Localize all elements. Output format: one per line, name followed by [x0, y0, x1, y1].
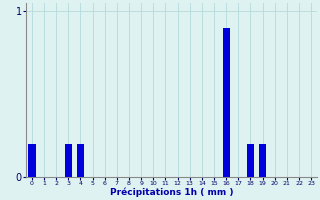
- Bar: [222, 28, 230, 177]
- Bar: [259, 144, 266, 177]
- Bar: [65, 144, 72, 177]
- Bar: [28, 144, 36, 177]
- Bar: [247, 144, 254, 177]
- X-axis label: Précipitations 1h ( mm ): Précipitations 1h ( mm ): [110, 188, 233, 197]
- Bar: [77, 144, 84, 177]
